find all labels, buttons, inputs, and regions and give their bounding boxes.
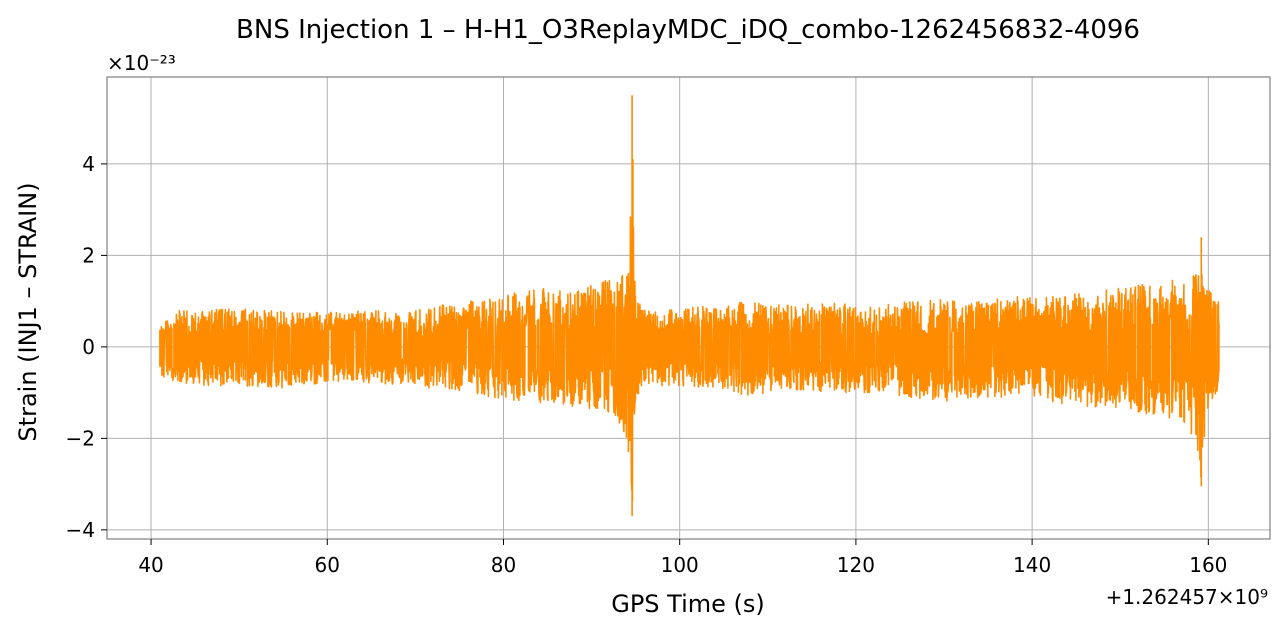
strain-series-line [159, 95, 1220, 517]
y-tick-label: −4 [66, 518, 95, 542]
plot-area [159, 95, 1220, 517]
x-tick-label: 80 [491, 553, 516, 577]
x-tick-label: 160 [1189, 553, 1227, 577]
y-tick-label: −2 [66, 426, 95, 450]
x-offset-label: +1.262457×10⁹ [1106, 585, 1268, 609]
x-tick-label: 140 [1013, 553, 1051, 577]
y-multiplier-label: ×10⁻²³ [107, 51, 176, 75]
ticks: 40 60 80 100 120 140 160 −4 −2 0 2 4 [66, 152, 1228, 577]
x-axis-label: GPS Time (s) [611, 590, 765, 618]
axes-frame [106, 76, 1271, 540]
y-axis-label: Strain (INJ1 – STRAIN) [14, 182, 42, 441]
y-tick-label: 2 [82, 243, 95, 267]
y-tick-label: 0 [82, 335, 95, 359]
x-tick-label: 60 [315, 553, 340, 577]
x-tick-label: 100 [661, 553, 699, 577]
x-tick-label: 40 [138, 553, 163, 577]
y-tick-label: 4 [82, 152, 95, 176]
chart-title: BNS Injection 1 – H-H1_O3ReplayMDC_iDQ_c… [236, 15, 1140, 45]
x-tick-label: 120 [837, 553, 875, 577]
